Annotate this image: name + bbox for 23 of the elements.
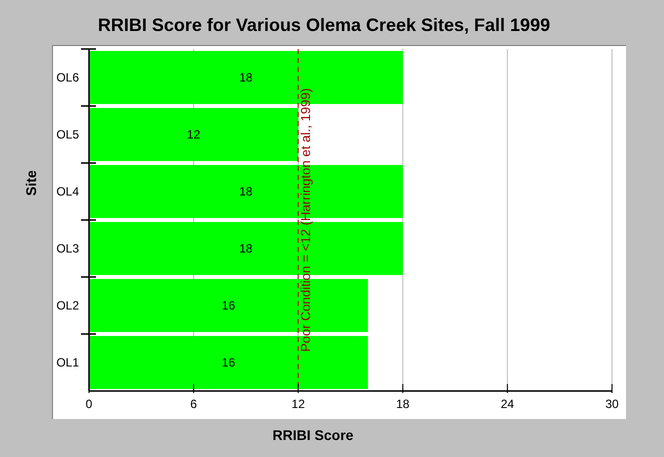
y-tick-label: OL6 <box>56 70 80 85</box>
x-axis-title: RRIBI Score <box>272 427 354 443</box>
x-tick-label: 18 <box>396 397 410 411</box>
y-tick-label: OL3 <box>56 242 80 256</box>
bar <box>89 108 298 162</box>
y-tick-label: OL4 <box>56 184 80 199</box>
x-tick-label: 12 <box>292 397 306 411</box>
data-label: 18 <box>239 70 253 85</box>
data-label: 16 <box>222 356 236 370</box>
data-label: 16 <box>222 298 236 313</box>
y-tick-label: OL1 <box>56 356 80 370</box>
data-label: 18 <box>239 242 253 256</box>
y-tick-label: OL2 <box>56 298 80 313</box>
data-label: 12 <box>186 128 201 142</box>
x-tick-label: 6 <box>190 397 198 411</box>
x-tick-label: 30 <box>605 397 619 411</box>
y-tick-label: OL5 <box>56 128 80 142</box>
x-tick-label: 0 <box>86 397 93 411</box>
x-tick-label: 24 <box>500 397 514 411</box>
data-label: 18 <box>239 184 253 199</box>
chart-title: RRIBI Score for Various Olema Creek Sites, Fall 1999 <box>98 15 550 35</box>
y-axis-title: Site <box>23 170 39 196</box>
ref-line-label: Poor Condition = <12 (Harrington et al., 1999) <box>298 88 314 352</box>
